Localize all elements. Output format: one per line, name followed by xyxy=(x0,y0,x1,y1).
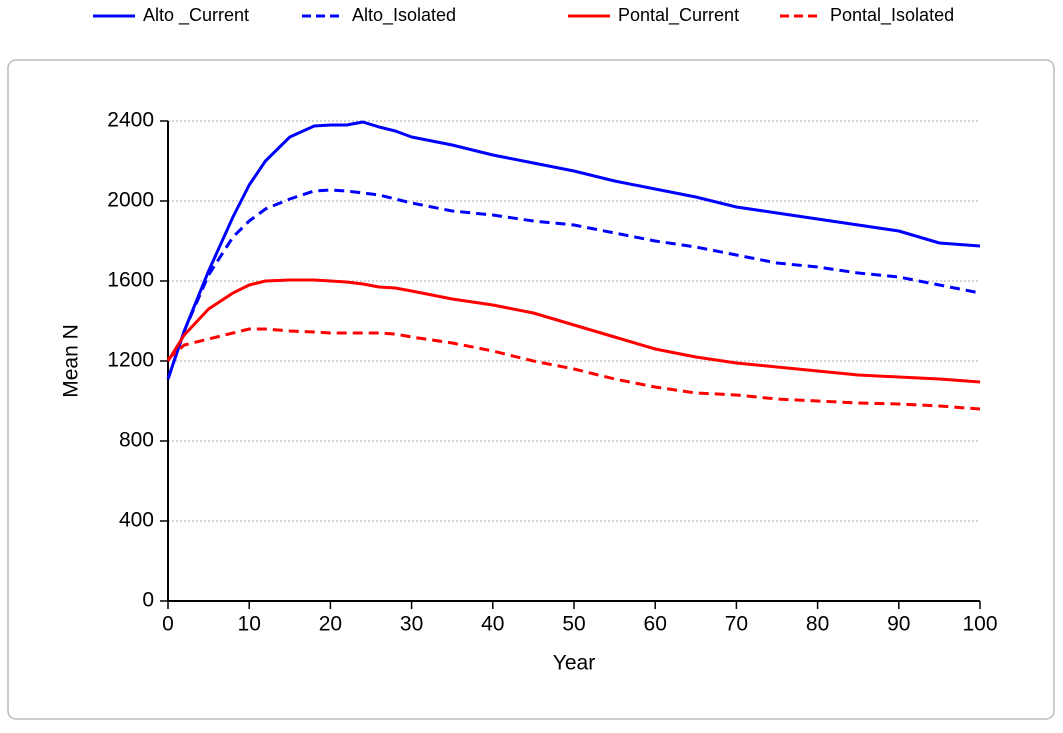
y-tick-label: 1200 xyxy=(107,349,154,372)
series-line xyxy=(166,188,981,380)
x-tick-label: 100 xyxy=(962,613,997,636)
x-tick-label: 90 xyxy=(887,613,910,636)
legend-label: Pontal_Isolated xyxy=(830,5,954,26)
legend-label: Alto_Isolated xyxy=(352,5,456,26)
x-tick-label: 70 xyxy=(725,613,748,636)
y-tick-label: 1600 xyxy=(107,269,154,292)
legend-label: Pontal_Current xyxy=(618,5,739,26)
y-tick-label: 400 xyxy=(119,509,154,532)
series-line xyxy=(166,120,981,380)
x-tick-label: 80 xyxy=(806,613,829,636)
x-tick-label: 60 xyxy=(644,613,667,636)
x-tick-label: 50 xyxy=(562,613,585,636)
x-tick-label: 0 xyxy=(162,613,174,636)
y-tick-label: 2000 xyxy=(107,189,154,212)
x-tick-label: 10 xyxy=(238,613,261,636)
y-tick-label: 800 xyxy=(119,429,154,452)
y-tick-label: 0 xyxy=(142,589,154,612)
x-axis-label: Year xyxy=(553,652,595,675)
x-tick-label: 40 xyxy=(481,613,504,636)
series-line xyxy=(167,327,981,411)
legend-label: Alto _Current xyxy=(143,5,249,26)
y-axis-label: Mean N xyxy=(60,324,83,398)
series-line xyxy=(166,278,981,384)
plot-frame xyxy=(7,59,1055,720)
y-tick-label: 2400 xyxy=(107,109,154,132)
x-tick-label: 30 xyxy=(400,613,423,636)
x-tick-label: 20 xyxy=(319,613,342,636)
